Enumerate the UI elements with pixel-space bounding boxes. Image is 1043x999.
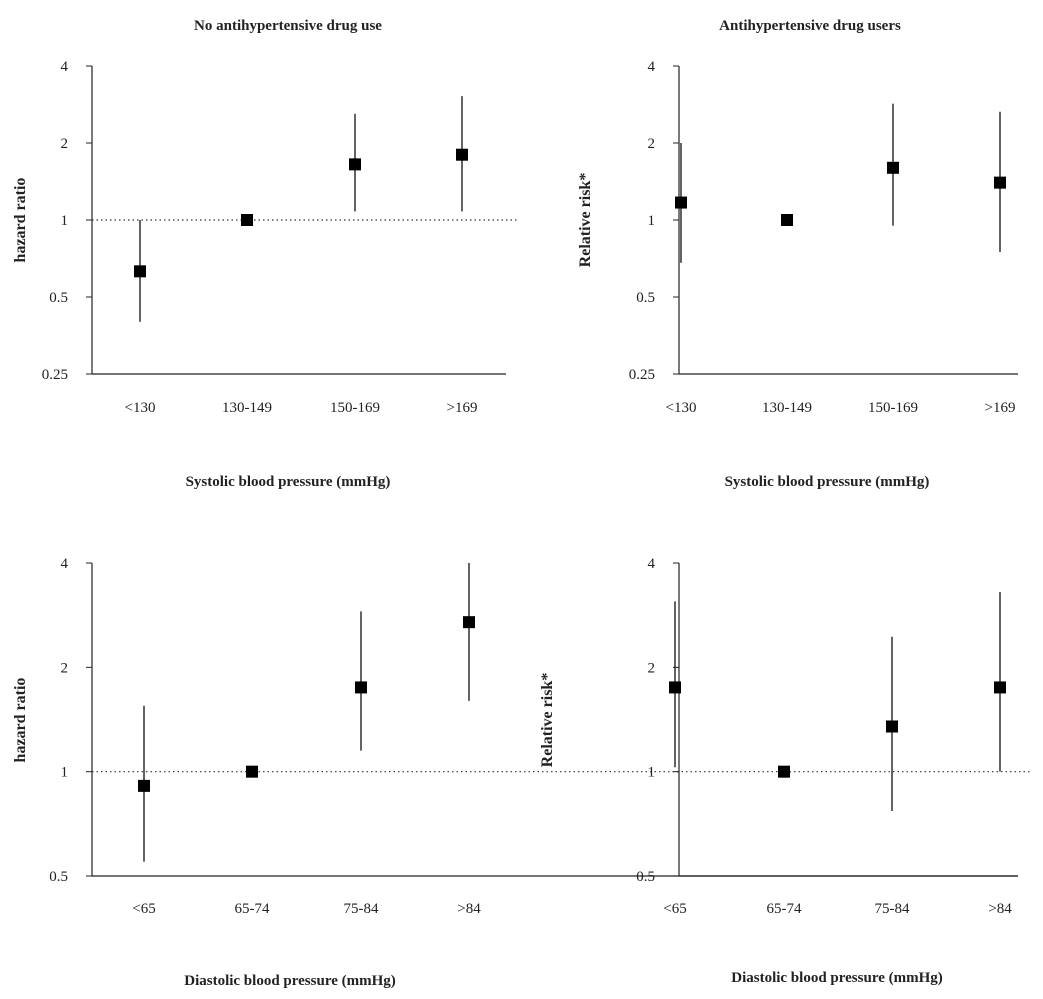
- panel-4-x-tick-label: 65-74: [767, 901, 802, 917]
- panel-2-point-marker: [994, 176, 1006, 189]
- panel-4-y-tick-label: 4: [648, 556, 656, 572]
- panel-1-point-marker: [241, 214, 253, 226]
- panel-3-x-tick-label: 65-74: [235, 901, 270, 917]
- panel-4-x-tick-label: >84: [988, 901, 1012, 917]
- panel-1-title: No antihypertensive drug use: [194, 18, 382, 34]
- panel-1-y-tick-label: 0.5: [49, 290, 68, 306]
- panel-2-y-tick-label: 4: [648, 59, 656, 75]
- panel-2-y-axis-label: Relative risk*: [577, 173, 594, 268]
- panel-1-point-marker: [134, 265, 146, 278]
- panel-1-y-axis-label: hazard ratio: [12, 178, 29, 263]
- panel-1-x-tick-label: 130-149: [222, 400, 272, 416]
- panel-3-x-tick-label: <65: [132, 901, 155, 917]
- panel-1-x-tick-label: <130: [125, 400, 156, 416]
- panel-3-y-tick-label: 1: [61, 765, 69, 781]
- panel-1-x-tick-label: >169: [447, 400, 478, 416]
- panel-2-y-tick-label: 0.5: [636, 290, 655, 306]
- panel-4-x-tick-label: 75-84: [875, 901, 910, 917]
- panel-1-x-tick-label: 150-169: [330, 400, 380, 416]
- panel-4-y-tick-label: 0.5: [636, 869, 655, 885]
- panel-2-x-tick-label: 130-149: [762, 400, 812, 416]
- panel-3-x-axis-title: Diastolic blood pressure (mmHg): [184, 973, 396, 989]
- panel-2-y-tick-label: 1: [648, 213, 656, 229]
- panel-2-x-tick-label: <130: [666, 400, 697, 416]
- panel-1-y-tick-label: 4: [61, 59, 69, 75]
- panel-3-point-marker: [355, 681, 367, 694]
- panel-2-y-tick-label: 2: [648, 136, 656, 152]
- panel-1-y-tick-label: 2: [61, 136, 69, 152]
- panel-3-x-tick-label: 75-84: [344, 901, 379, 917]
- panel-1-y-tick-label: 0.25: [42, 367, 68, 383]
- panel-3-x-tick-label: >84: [457, 901, 481, 917]
- panel-1-point-marker: [456, 148, 468, 161]
- panel-2-x-tick-label: >169: [985, 400, 1016, 416]
- panel-2-title: Antihypertensive drug users: [719, 18, 901, 34]
- panel-2-x-tick-label: 150-169: [868, 400, 918, 416]
- panel-4-y-tick-label: 1: [648, 765, 656, 781]
- panel-4-point-marker: [778, 765, 790, 778]
- panel-1-x-axis-title: Systolic blood pressure (mmHg): [186, 474, 391, 490]
- panel-4-point-marker: [669, 681, 681, 694]
- panel-2-point-marker: [675, 196, 687, 209]
- panel-1-y-tick-label: 1: [61, 213, 69, 229]
- panel-4-x-axis-title: Diastolic blood pressure (mmHg): [731, 970, 943, 986]
- panel-4-y-axis-label: Relative risk*: [539, 673, 556, 768]
- panel-3-y-tick-label: 4: [61, 556, 69, 572]
- panel-3-y-tick-label: 2: [61, 660, 69, 676]
- panel-2-point-marker: [887, 161, 899, 174]
- panel-4-y-tick-label: 2: [648, 660, 656, 676]
- panel-3-point-marker: [463, 616, 475, 629]
- panel-3-point-marker: [246, 765, 258, 778]
- panel-2-y-tick-label: 0.25: [629, 367, 655, 383]
- panel-4-point-marker: [994, 681, 1006, 694]
- panel-2-point-marker: [781, 214, 793, 226]
- panel-4-point-marker: [886, 720, 898, 733]
- panel-2-x-axis-title: Systolic blood pressure (mmHg): [725, 474, 930, 490]
- panel-1-point-marker: [349, 158, 361, 171]
- panel-3-y-axis-label: hazard ratio: [12, 678, 29, 763]
- panel-3-y-tick-label: 0.5: [49, 869, 68, 885]
- panel-4-x-tick-label: <65: [663, 901, 686, 917]
- panel-3-point-marker: [138, 779, 150, 792]
